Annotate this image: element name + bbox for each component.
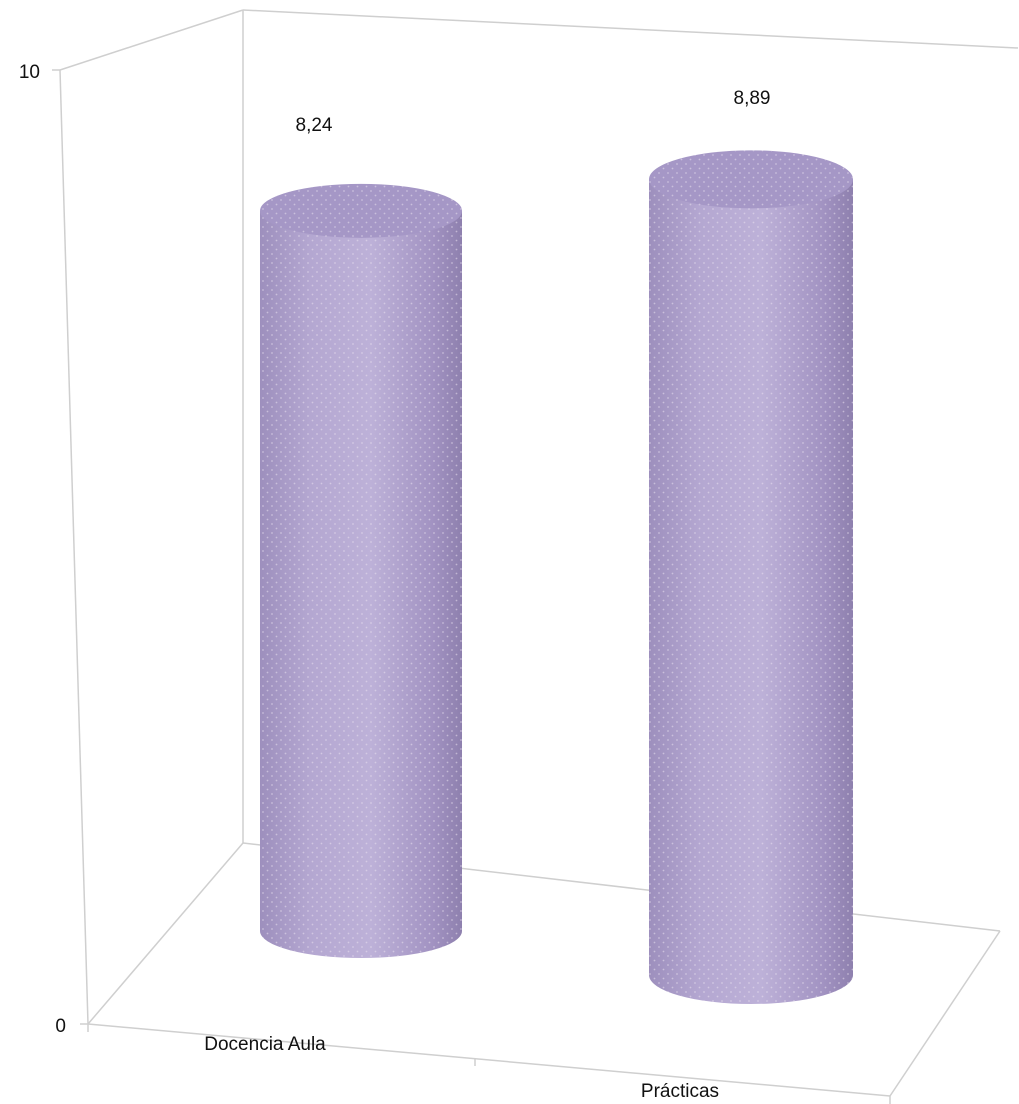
floor-back-left-edge xyxy=(87,842,244,1025)
chart-frame xyxy=(52,9,1019,1104)
bar-top-texture-practicas xyxy=(649,150,853,209)
bar-docencia-aula xyxy=(260,183,462,959)
bar-top-texture-docencia-aula xyxy=(260,183,462,238)
data-label-practicas: 8,89 xyxy=(734,88,771,109)
y-tick-label-top: 10 xyxy=(19,62,40,83)
back-wall-top-edge xyxy=(242,9,1019,49)
bar-texture-docencia-aula xyxy=(260,210,462,959)
x-tick-label-docencia-aula: Docencia Aula xyxy=(204,1034,326,1055)
bar-texture-practicas xyxy=(649,179,853,1005)
y-axis-line xyxy=(59,69,89,1025)
x-tick-label-practicas: Prácticas xyxy=(641,1081,719,1102)
bar-practicas xyxy=(649,150,853,1005)
y-tick-label-bottom: 0 xyxy=(55,1016,66,1037)
bars-layer xyxy=(260,150,853,1005)
data-label-docencia-aula: 8,24 xyxy=(296,115,333,136)
floor-right-edge xyxy=(889,930,1001,1097)
x-axis-line xyxy=(87,1023,891,1097)
side-wall-top-edge xyxy=(59,9,244,71)
